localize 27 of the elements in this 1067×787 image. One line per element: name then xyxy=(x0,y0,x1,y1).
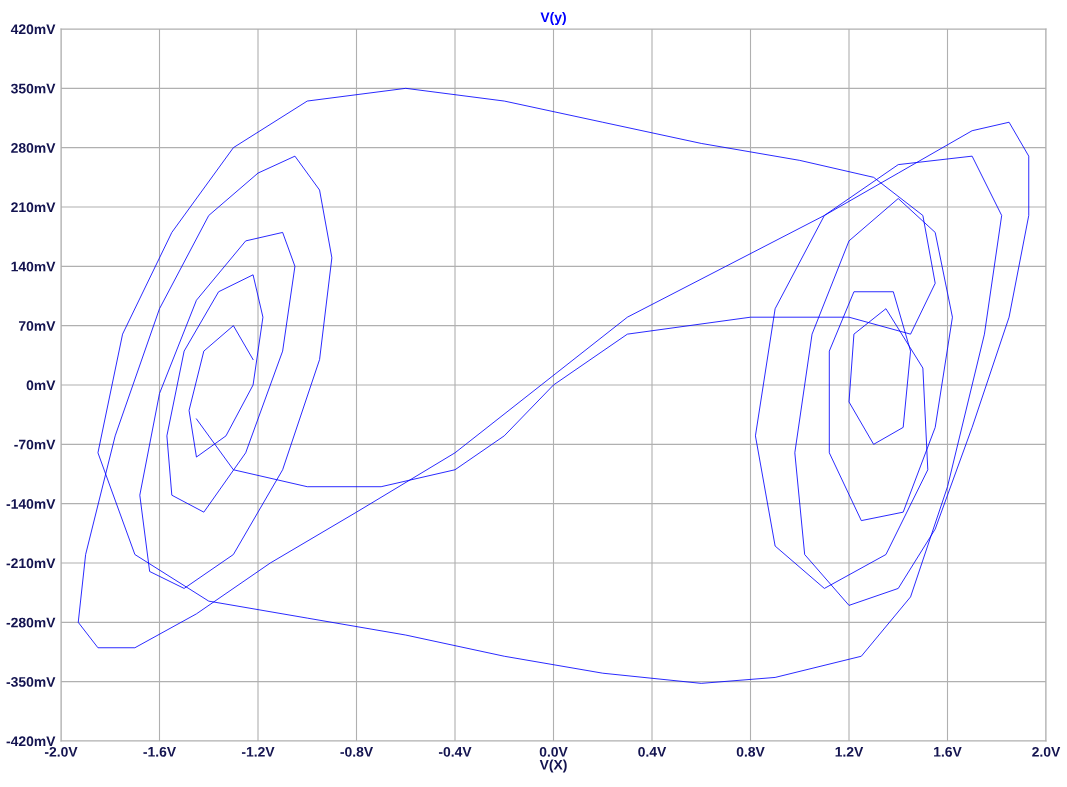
y-tick-label: -70mV xyxy=(14,439,56,450)
line-series xyxy=(77,87,1030,684)
y-tick-label: -420mV xyxy=(6,736,56,747)
x-tick-label: -1.2V xyxy=(241,746,275,757)
x-axis-title: V(X) xyxy=(539,759,567,773)
x-tick-label: 0.4V xyxy=(638,746,667,757)
x-tick-label: 2.0V xyxy=(1032,746,1061,757)
y-tick-label: 0mV xyxy=(26,380,56,391)
chart-title: V(y) xyxy=(540,11,566,25)
y-tick-label: -140mV xyxy=(6,499,56,509)
y-tick-label: 210mV xyxy=(11,202,56,213)
y-tick-label: 350mV xyxy=(10,83,56,94)
y-tick-label: 70mV xyxy=(18,321,56,331)
x-tick-label: -1.6V xyxy=(143,746,176,757)
x-tick-label: 0.0V xyxy=(539,746,568,757)
x-tick-label: 0.8V xyxy=(736,746,765,757)
x-tick-label: 1.6V xyxy=(934,746,962,757)
y-tick-label: -210mV xyxy=(6,558,56,569)
y-tick-label: -280mV xyxy=(6,617,56,628)
x-tick-label: -0.4V xyxy=(438,746,472,757)
y-tick-label: 420mV xyxy=(10,24,56,35)
y-tick-label: 280mV xyxy=(11,143,56,153)
x-tick-label: 1.2V xyxy=(835,746,864,757)
x-tick-label: -2.0V xyxy=(44,746,78,757)
y-tick-label: 140mV xyxy=(11,261,56,272)
x-tick-label: -0.8V xyxy=(340,746,373,757)
y-tick-label: -350mV xyxy=(6,677,56,687)
